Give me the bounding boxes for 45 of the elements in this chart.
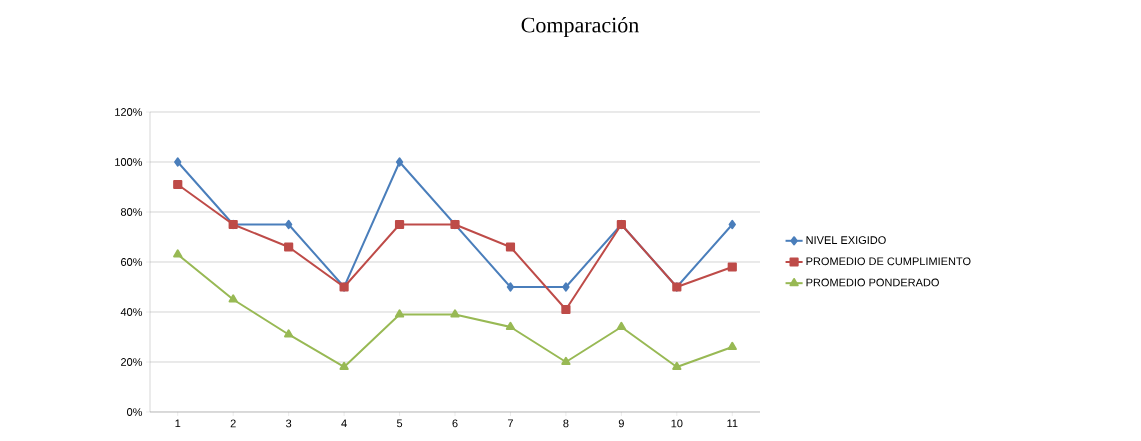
point — [450, 309, 460, 318]
x-tick-label: 7 — [507, 419, 513, 428]
point — [727, 262, 737, 272]
y-tick-label: 120% — [115, 108, 143, 116]
x-tick-label: 10 — [671, 419, 683, 428]
x-tick-label: 8 — [563, 419, 569, 428]
point — [505, 321, 516, 331]
point — [561, 304, 571, 315]
x-tick-label: 3 — [286, 419, 292, 428]
point — [727, 341, 737, 351]
point — [174, 157, 182, 167]
point — [616, 321, 626, 331]
point — [561, 356, 571, 366]
point — [506, 282, 515, 292]
y-tick-label: 0% — [127, 408, 143, 416]
point — [672, 361, 682, 371]
point — [284, 219, 293, 230]
y-tick-label: 20% — [121, 358, 143, 366]
point — [395, 157, 404, 167]
point — [284, 329, 294, 338]
point — [284, 242, 294, 252]
point — [173, 249, 183, 258]
x-tick-label: 5 — [396, 419, 403, 428]
point — [339, 361, 349, 371]
x-tick-label: 1 — [175, 419, 181, 428]
chart-title: Comparación — [521, 16, 639, 37]
x-tick-label: 2 — [230, 419, 236, 428]
y-tick-label: 40% — [120, 308, 143, 316]
legend-label: PROMEDIO PONDERADO — [806, 278, 939, 287]
point — [505, 242, 516, 252]
point — [394, 309, 405, 318]
x-tick-label: 6 — [452, 419, 458, 428]
point — [562, 282, 570, 292]
point — [394, 219, 405, 230]
point — [228, 294, 238, 303]
y-tick-label: 100% — [115, 158, 143, 166]
point — [728, 219, 736, 230]
x-tick-label: 11 — [727, 419, 738, 428]
y-tick-label: 60% — [121, 258, 143, 266]
x-tick-label: 4 — [341, 419, 347, 428]
x-tick-label: 9 — [618, 419, 624, 428]
legend-label: PROMEDIO DE CUMPLIMIENTO — [806, 257, 971, 266]
y-tick-label: 80% — [120, 208, 143, 216]
legend-label: NIVEL EXIGIDO — [806, 236, 886, 245]
point — [173, 179, 183, 190]
